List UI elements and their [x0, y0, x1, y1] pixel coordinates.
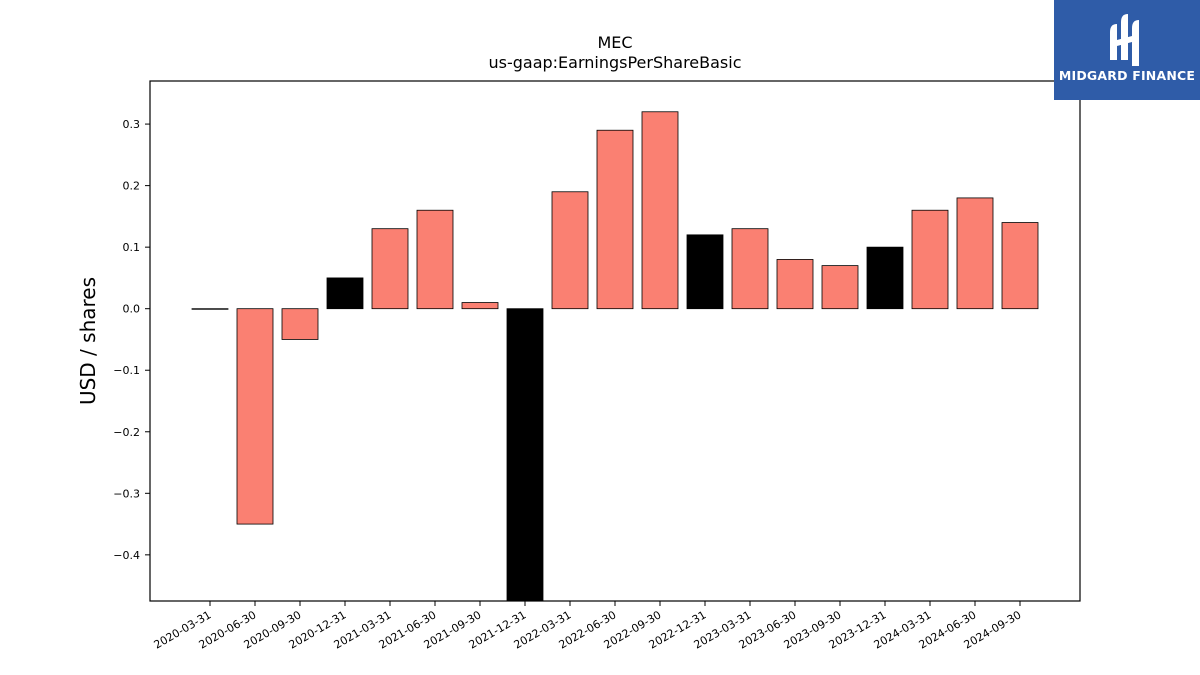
- bar-2022-06-30: [596, 129, 634, 310]
- bar-2021-09-30: [461, 302, 499, 310]
- bar-2020-03-31: [191, 308, 229, 310]
- plot-area: −0.4−0.3−0.2−0.10.00.10.20.32020-03-3120…: [113, 80, 1081, 652]
- bar-2024-06-30: [956, 197, 994, 310]
- y-tick-label: 0.2: [123, 180, 141, 193]
- chart-subtitle: us-gaap:EarningsPerShareBasic: [488, 53, 741, 72]
- bar-2024-03-31: [911, 209, 949, 310]
- bar-2023-03-31: [731, 228, 769, 310]
- bar-2023-06-30: [776, 259, 814, 310]
- y-tick-label: 0.3: [123, 118, 141, 131]
- bar-2021-12-31: [506, 308, 544, 601]
- y-axis-label: USD / shares: [76, 277, 100, 405]
- bar-2022-03-31: [551, 191, 589, 310]
- bar-2023-09-30: [821, 265, 859, 310]
- bar-2020-12-31: [326, 277, 364, 310]
- bar-2020-09-30: [281, 308, 319, 340]
- y-tick-label: −0.2: [113, 426, 140, 439]
- brand-name: MIDGARD FINANCE: [1058, 68, 1196, 83]
- y-tick-label: −0.1: [113, 364, 140, 377]
- bar-2023-12-31: [866, 246, 904, 310]
- bar-2024-09-30: [1001, 222, 1039, 310]
- bars: [191, 111, 1039, 601]
- y-tick-label: −0.3: [113, 487, 140, 500]
- bar-2022-09-30: [641, 111, 679, 310]
- brand-logo: MIDGARD FINANCE: [1054, 0, 1200, 100]
- bar-2021-06-30: [416, 209, 454, 310]
- bar-2021-03-31: [371, 228, 409, 310]
- bar-2022-12-31: [686, 234, 724, 310]
- y-tick-label: 0.1: [123, 241, 141, 254]
- y-tick-label: 0.0: [123, 303, 141, 316]
- chart-title: MEC: [597, 33, 632, 52]
- midgard-logo-icon: [1110, 14, 1139, 66]
- bar-2020-06-30: [236, 308, 274, 525]
- y-tick-label: −0.4: [113, 549, 140, 562]
